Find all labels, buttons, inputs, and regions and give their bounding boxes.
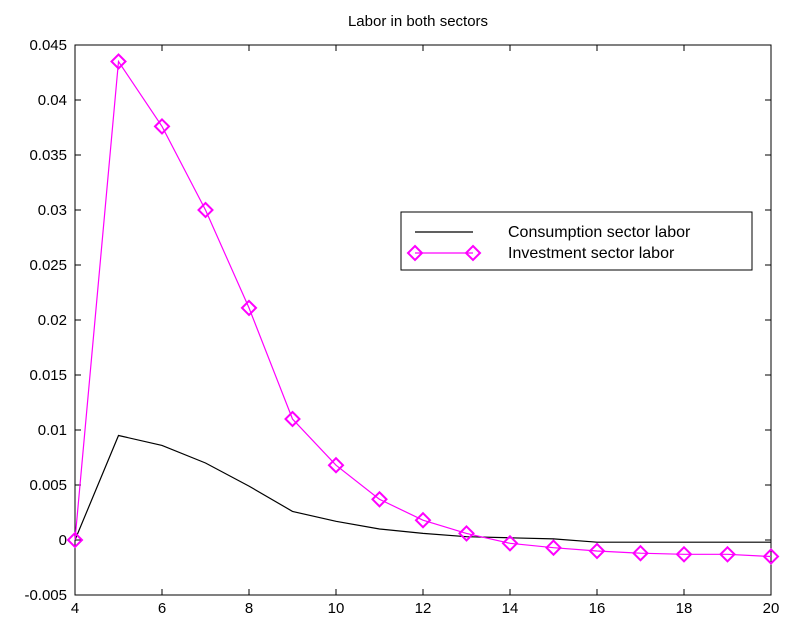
series-line <box>74 434 771 543</box>
data-point <box>66 531 84 549</box>
y-tick-label: 0.015 <box>29 367 67 384</box>
data-point <box>458 524 475 542</box>
data-point <box>719 545 736 563</box>
y-tick-label: 0.02 <box>38 312 67 329</box>
legend-label: Consumption sector labor <box>508 224 691 241</box>
data-point <box>197 201 214 219</box>
legend: Consumption sector labor Investment secto… <box>400 211 753 271</box>
series-investment-sector-labor <box>66 53 780 565</box>
y-tick-label: 0.04 <box>38 92 67 109</box>
x-tick-label: 6 <box>158 600 166 617</box>
x-tick-label: 20 <box>763 600 780 617</box>
legend-marker <box>464 244 482 262</box>
data-point <box>675 545 693 563</box>
y-tick-label: 0.035 <box>29 147 67 164</box>
data-point <box>762 548 780 565</box>
x-tick-label: 10 <box>328 600 345 617</box>
data-point <box>545 539 562 557</box>
x-tick-label: 18 <box>676 600 693 617</box>
data-point <box>110 53 127 70</box>
y-tick-label: 0.01 <box>38 422 67 439</box>
y-tick-label: 0 <box>59 532 67 549</box>
data-point <box>240 299 258 317</box>
chart-title: Labor in both sectors <box>348 13 488 30</box>
legend-item: Investment sector labor <box>406 244 675 262</box>
legend-marker <box>406 244 424 262</box>
x-tick-label: 16 <box>589 600 606 617</box>
series-consumption-sector-labor <box>74 434 771 543</box>
y-tick-label: 0.045 <box>29 37 67 54</box>
data-point <box>153 117 171 135</box>
y-tick-label: -0.005 <box>24 587 67 604</box>
data-point <box>284 410 301 428</box>
y-tick-label: 0.025 <box>29 257 67 274</box>
data-point <box>501 534 519 552</box>
data-point <box>327 456 345 474</box>
legend-box <box>400 211 753 271</box>
x-tick-label: 4 <box>71 600 79 617</box>
data-point <box>588 542 606 560</box>
y-tick-label: 0.03 <box>38 202 67 219</box>
legend-label: Investment sector labor <box>508 245 675 262</box>
legend-item: Consumption sector labor <box>415 224 691 241</box>
x-tick-label: 8 <box>245 600 253 617</box>
series-line <box>74 59 772 558</box>
plot-area: 4 6 8 10 12 14 16 18 20 -0.005 0 0.005 0.01 0.015 0.02… <box>24 37 780 617</box>
x-tick-label: 14 <box>502 600 519 617</box>
data-point <box>414 511 432 529</box>
data-point <box>371 490 388 508</box>
data-point <box>632 544 649 562</box>
x-tick-label: 12 <box>415 600 432 617</box>
y-tick-label: 0.005 <box>29 477 67 494</box>
